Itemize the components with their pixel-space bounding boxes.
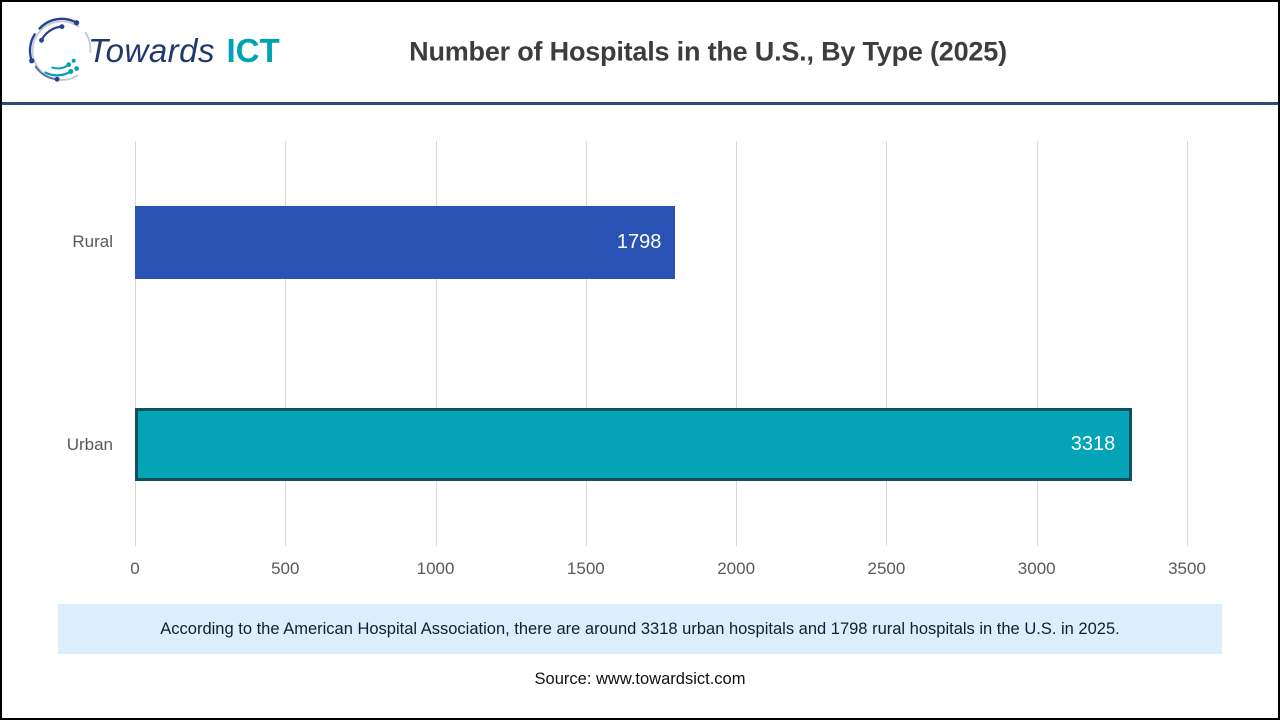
gridline bbox=[435, 141, 437, 546]
annotation-note-text: According to the American Hospital Assoc… bbox=[160, 619, 1120, 638]
annotation-note: According to the American Hospital Assoc… bbox=[58, 604, 1222, 654]
x-tick-label: 0 bbox=[130, 559, 140, 578]
x-tick-label: 2500 bbox=[867, 559, 906, 578]
x-axis-row: 0 500 1000 1500 2000 2500 3000 3500 bbox=[2, 546, 1237, 591]
gridline bbox=[886, 141, 888, 546]
bar-value-label: 3318 bbox=[1070, 433, 1116, 456]
category-label: Rural bbox=[72, 232, 113, 252]
gridline bbox=[1187, 141, 1188, 546]
x-axis-spacer bbox=[2, 546, 135, 591]
x-tick-label: 1500 bbox=[566, 559, 605, 578]
chart-body: Rural Urban 1798 3318 bbox=[2, 141, 1237, 546]
x-tick-label: 1000 bbox=[416, 559, 455, 578]
logo-swirl-icon bbox=[22, 12, 100, 90]
bar-value-label: 1798 bbox=[616, 230, 662, 253]
x-tick-label: 2000 bbox=[717, 559, 756, 578]
x-axis: 0 500 1000 1500 2000 2500 3000 3500 bbox=[130, 546, 1237, 591]
bar-row: 3318 bbox=[135, 344, 1237, 547]
x-tick-label: 500 bbox=[271, 559, 300, 578]
bar-urban: 3318 bbox=[135, 408, 1133, 482]
gridline bbox=[285, 141, 287, 546]
x-tick-label: 3500 bbox=[1168, 559, 1206, 578]
plot-area: 1798 3318 bbox=[135, 141, 1237, 546]
category-label: Urban bbox=[66, 434, 113, 454]
x-tick-label: 3000 bbox=[1017, 559, 1056, 578]
source-line: Source: www.towardsict.com bbox=[534, 670, 746, 688]
page-title: Number of Hospitals in the U.S., By Type… bbox=[409, 36, 1007, 67]
brand-name: Towards ICT bbox=[88, 32, 280, 70]
brand-name-ict: ICT bbox=[226, 32, 280, 69]
gridline bbox=[1036, 141, 1038, 546]
header: Towards ICT Number of Hospitals in the U… bbox=[2, 2, 1278, 105]
brand-logo: Towards ICT bbox=[22, 12, 280, 90]
chart-section: Rural Urban 1798 3318 0 500 1000 1500 2000 2500… bbox=[2, 141, 1278, 689]
gridline bbox=[135, 141, 136, 546]
y-labels: Rural Urban bbox=[2, 141, 135, 546]
gridline bbox=[585, 141, 587, 546]
brand-name-towards: Towards bbox=[88, 32, 216, 69]
bar-rural: 1798 bbox=[135, 205, 676, 279]
bar-row: 1798 bbox=[135, 141, 1237, 344]
bar-chart: Rural Urban 1798 3318 0 500 1000 1500 2000 2500… bbox=[2, 141, 1237, 591]
gridline bbox=[736, 141, 738, 546]
